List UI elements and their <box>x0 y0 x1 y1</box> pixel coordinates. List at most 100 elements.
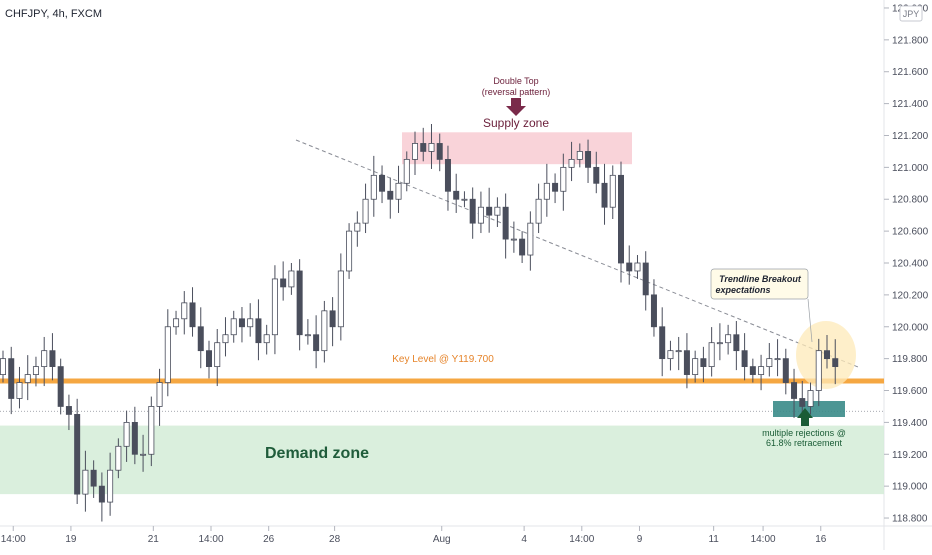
candle-body-down <box>189 302 196 328</box>
candlestick-series <box>0 124 839 522</box>
candle <box>115 438 122 479</box>
time-tick-label: Aug <box>433 534 451 545</box>
candle-body-down <box>255 318 262 344</box>
candle <box>337 253 344 341</box>
candle-body-up <box>543 182 550 200</box>
candle-body-up <box>304 334 311 337</box>
rejection-arrow-icon <box>797 408 813 426</box>
candle-body-down <box>832 358 839 368</box>
candle-body-down <box>296 270 303 336</box>
candle-body-up <box>107 469 114 503</box>
demand-zone-label: Demand zone <box>265 445 369 462</box>
candle-body-up <box>725 334 732 344</box>
candle-body-down <box>601 182 608 208</box>
candle <box>49 333 56 381</box>
candle <box>304 319 311 345</box>
candle-body-up <box>461 198 468 201</box>
candle-body-up <box>395 182 402 200</box>
candle-body-up <box>32 366 39 375</box>
candle <box>329 297 336 347</box>
candle-body-down <box>238 318 245 328</box>
candle <box>593 151 600 194</box>
candle <box>214 328 221 387</box>
price-tick-label: 120.000 <box>892 322 929 333</box>
candle <box>362 183 369 234</box>
candle <box>469 187 476 239</box>
candle-body-up <box>271 278 278 336</box>
candle-body-down <box>659 326 666 360</box>
candle-body-down <box>329 310 336 328</box>
candle <box>683 333 690 389</box>
candle <box>65 394 72 431</box>
candle <box>494 197 501 227</box>
time-tick-label: 26 <box>263 534 275 545</box>
candle-body-down <box>683 350 690 375</box>
candle-body-up <box>173 318 180 328</box>
candle <box>8 346 15 415</box>
price-tick-label: 118.800 <box>892 514 928 525</box>
candle-body-up <box>222 334 229 344</box>
candle <box>131 406 138 465</box>
callout-pointer <box>807 298 813 343</box>
rejections-label-line1: multiple rejections @ <box>762 428 846 438</box>
candle <box>346 223 353 279</box>
time-tick-label: 14:00 <box>198 534 223 545</box>
candle-body-up <box>774 358 781 361</box>
candle <box>255 299 262 361</box>
rejection-zone-box <box>773 401 845 417</box>
price-tick-label: 119.600 <box>892 386 928 397</box>
candle-body-up <box>527 222 534 256</box>
candle-body-down <box>8 358 15 399</box>
symbol-title[interactable]: CHFJPY, 4h, FXCM <box>5 8 102 20</box>
candle-body-up <box>0 358 6 375</box>
time-tick-label: 16 <box>815 534 827 545</box>
candle-body-up <box>115 445 122 471</box>
candle <box>708 327 715 377</box>
candle <box>156 368 163 426</box>
candle <box>568 141 575 182</box>
candle <box>74 398 81 505</box>
candle-body-down <box>824 350 831 360</box>
candle-body-down <box>700 358 707 368</box>
candle <box>370 155 377 217</box>
currency-badge-label: JPY <box>903 9 920 19</box>
candle <box>181 291 188 335</box>
candle-body-up <box>247 318 254 328</box>
candle <box>725 324 732 355</box>
price-tick-label: 119.800 <box>892 354 928 365</box>
candle <box>411 131 418 176</box>
rejections-label-line2: 61.8% retracement <box>766 438 843 448</box>
candle <box>173 310 180 335</box>
double-top-label-line2: (reversal pattern) <box>482 87 551 97</box>
candle-body-down <box>453 190 460 200</box>
candle-body-down <box>791 382 798 399</box>
price-tick-label: 120.600 <box>892 227 929 238</box>
candle <box>354 211 361 247</box>
candle-body-down <box>799 398 806 407</box>
candle <box>222 317 229 357</box>
candle-body-up <box>560 166 567 192</box>
currency-badge[interactable] <box>899 5 923 22</box>
candle <box>197 307 204 369</box>
candle-body-down <box>618 174 625 264</box>
price-tick-label: 121.600 <box>892 67 929 78</box>
time-tick-label: 4 <box>521 534 527 545</box>
candle-body-down <box>741 350 748 368</box>
candle-body-up <box>510 238 517 241</box>
candle <box>510 221 517 253</box>
candle <box>420 127 427 162</box>
price-tick-label: 121.400 <box>892 99 929 110</box>
candle <box>461 191 468 208</box>
candle-body-down <box>313 334 320 352</box>
candle-body-up <box>123 421 130 447</box>
candle <box>403 151 410 192</box>
candle <box>313 315 320 369</box>
candle-body-up <box>321 310 328 352</box>
candle-body-up <box>148 406 155 455</box>
candle-body-up <box>576 151 583 160</box>
candle <box>444 145 451 211</box>
candle-body-down <box>98 485 105 503</box>
candle <box>16 366 23 409</box>
